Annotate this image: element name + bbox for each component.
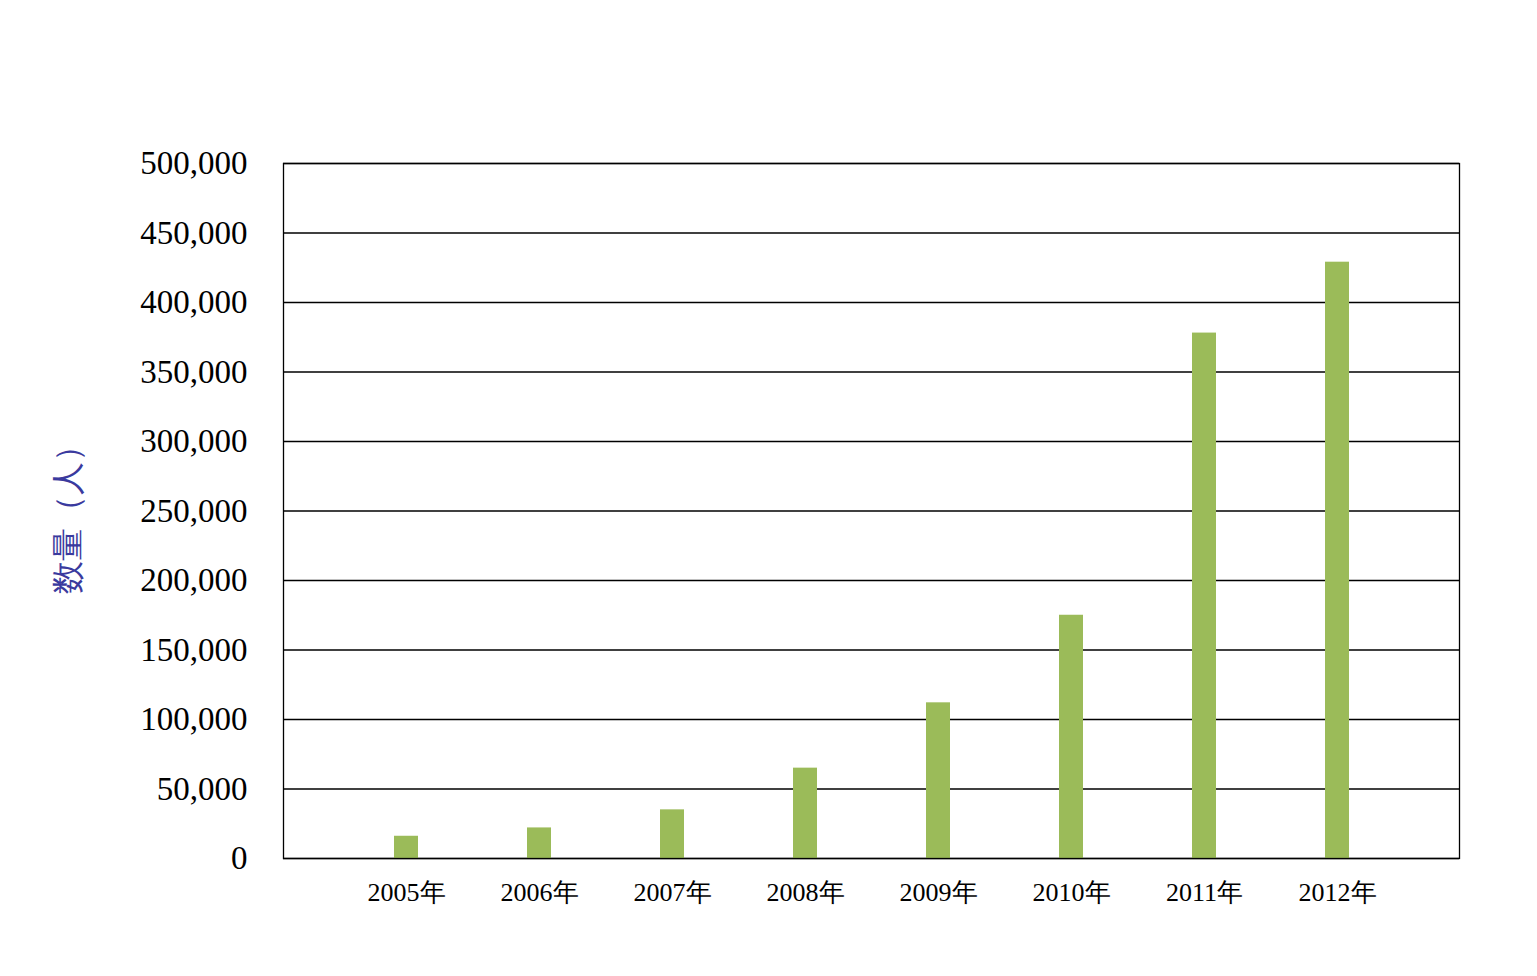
svg-text:200,000: 200,000 xyxy=(140,562,247,598)
svg-text:350,000: 350,000 xyxy=(140,354,247,390)
svg-text:0: 0 xyxy=(231,840,248,876)
svg-text:150,000: 150,000 xyxy=(140,632,247,668)
svg-text:2005年: 2005年 xyxy=(368,878,446,907)
svg-text:2008年: 2008年 xyxy=(767,878,845,907)
svg-text:2009年: 2009年 xyxy=(900,878,978,907)
svg-text:500,000: 500,000 xyxy=(140,145,247,181)
svg-text:2006年: 2006年 xyxy=(501,878,579,907)
svg-text:450,000: 450,000 xyxy=(140,215,247,251)
svg-text:数量（人）: 数量（人） xyxy=(50,429,86,594)
svg-text:2012年: 2012年 xyxy=(1299,878,1377,907)
svg-text:300,000: 300,000 xyxy=(140,423,247,459)
svg-text:400,000: 400,000 xyxy=(140,284,247,320)
svg-text:250,000: 250,000 xyxy=(140,493,247,529)
svg-text:2007年: 2007年 xyxy=(634,878,712,907)
svg-text:100,000: 100,000 xyxy=(140,701,247,737)
svg-text:2011年: 2011年 xyxy=(1166,878,1243,907)
svg-text:2010年: 2010年 xyxy=(1033,878,1111,907)
svg-text:50,000: 50,000 xyxy=(157,771,248,807)
